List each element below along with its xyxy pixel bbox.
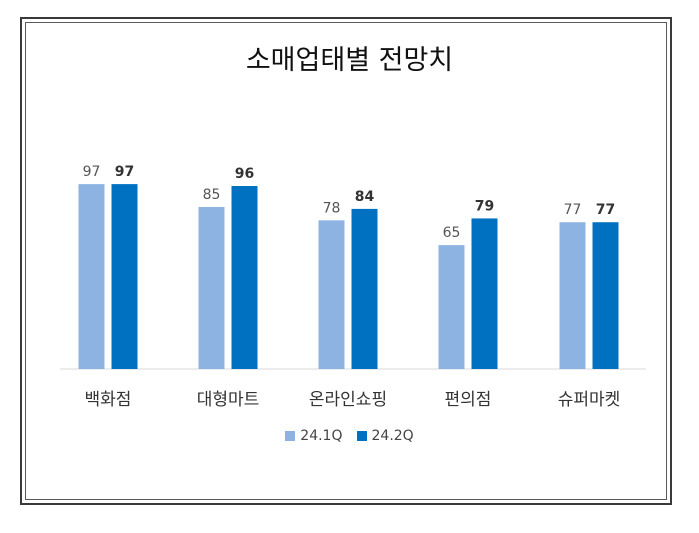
bar-series1-0 (78, 184, 105, 369)
bar-series2-1 (231, 186, 258, 369)
legend-label: 24.2Q (371, 428, 414, 444)
bar-series1-3 (438, 245, 465, 369)
category-label: 백화점 (85, 390, 132, 410)
chart-frame-inner (25, 22, 667, 500)
data-label: 78 (323, 200, 341, 216)
bar-series2-0 (111, 184, 138, 369)
bar-series1-2 (318, 220, 345, 369)
data-label: 79 (475, 198, 494, 214)
legend: 24.1Q 24.2Q (0, 428, 699, 444)
data-label: 84 (355, 189, 375, 205)
category-label: 온라인쇼핑 (309, 390, 387, 410)
data-label: 96 (235, 166, 254, 182)
bar-series2-3 (471, 218, 498, 369)
category-label: 대형마트 (197, 390, 260, 410)
legend-item-1: 24.1Q (285, 428, 343, 444)
legend-item-2: 24.2Q (356, 428, 414, 444)
bar-series1-1 (198, 206, 225, 369)
data-label: 85 (203, 187, 221, 203)
legend-swatch (285, 431, 296, 441)
legend-label: 24.1Q (300, 428, 343, 444)
data-label: 97 (115, 164, 134, 180)
data-label: 77 (596, 202, 615, 218)
legend-swatch (356, 431, 367, 441)
bar-series2-4 (592, 222, 619, 369)
category-label: 슈퍼마켓 (558, 390, 621, 410)
bar-series1-4 (559, 222, 586, 369)
data-label: 77 (564, 202, 582, 218)
bar-series2-2 (351, 208, 378, 369)
chart-frame-outer (20, 17, 672, 505)
data-label: 97 (83, 164, 101, 180)
chart-title: 소매업태별 전망치 (245, 45, 454, 76)
data-label: 65 (443, 225, 461, 241)
category-label: 편의점 (445, 390, 492, 410)
